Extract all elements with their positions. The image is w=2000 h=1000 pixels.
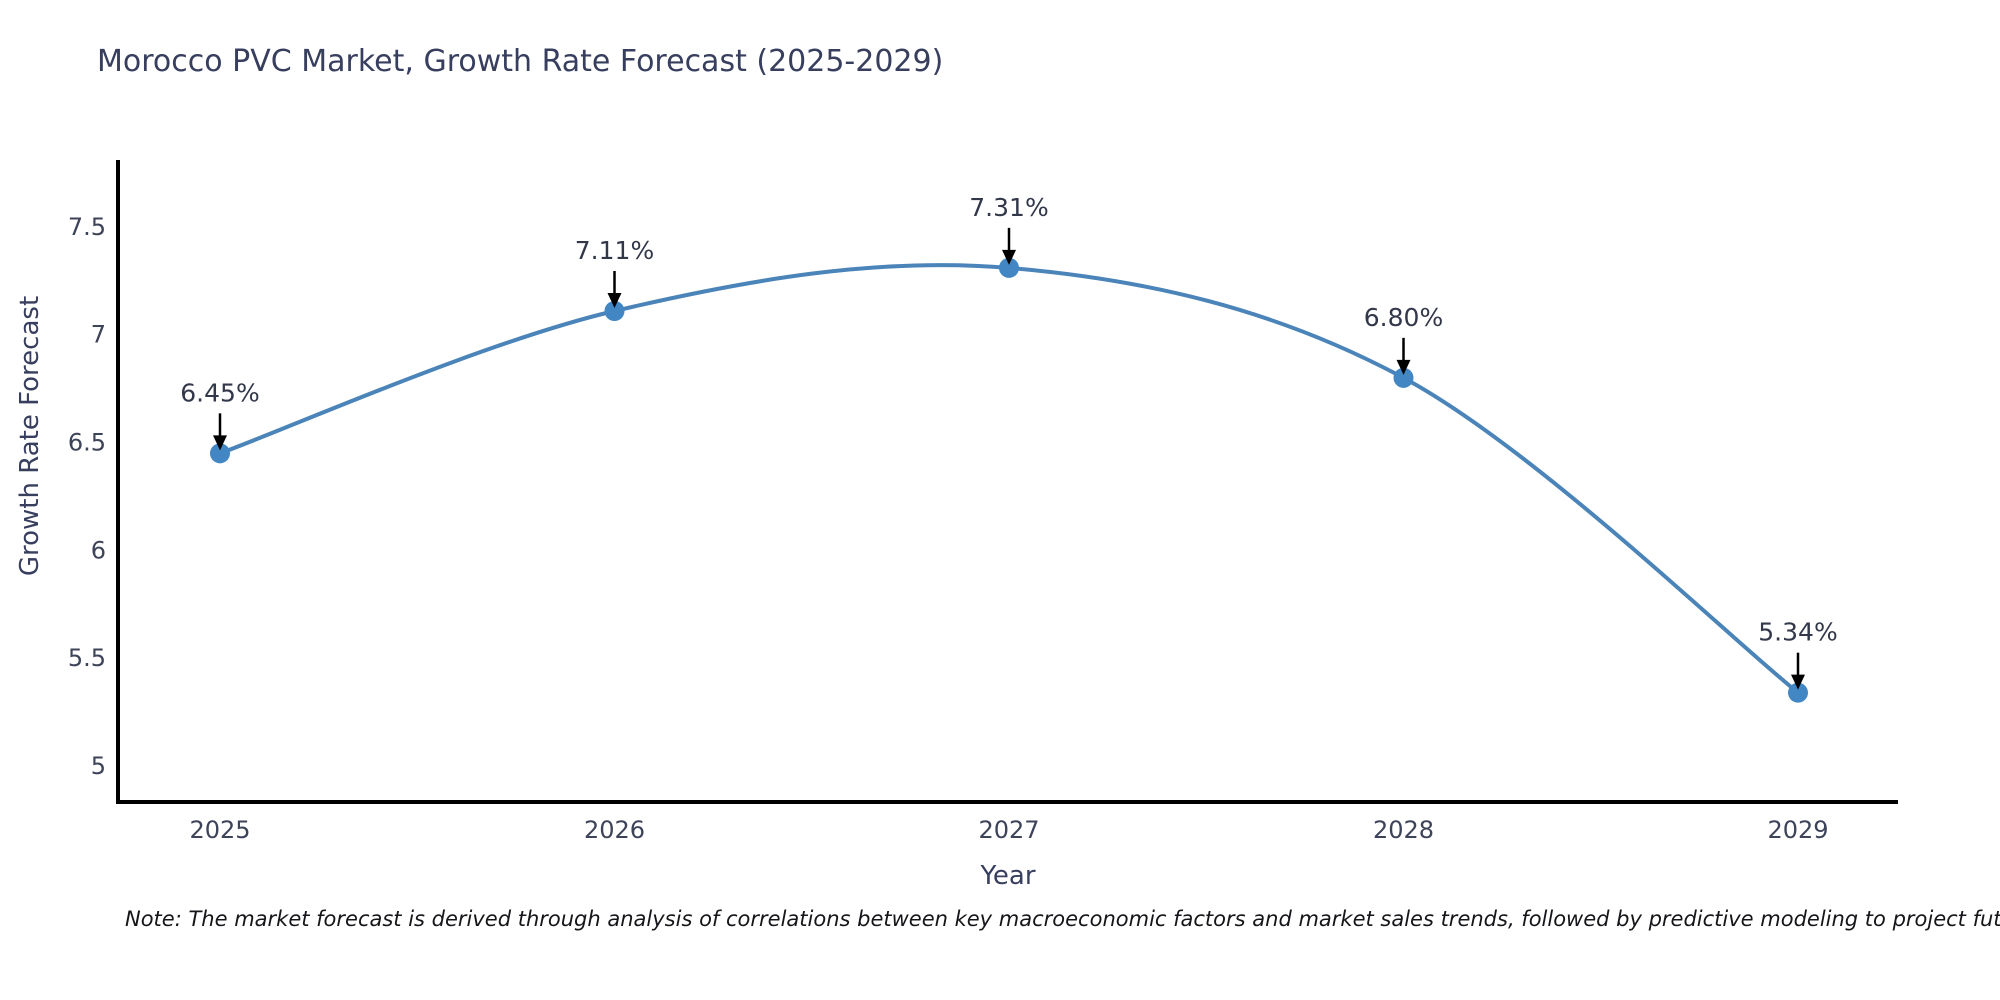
point-label: 5.34% [1758,618,1837,647]
y-tick-label: 7 [91,321,106,349]
footnote: Note: The market forecast is derived thr… [125,907,2000,931]
x-tick-label: 2025 [189,816,250,844]
y-axis-title: Growth Rate Forecast [15,295,45,577]
annotation-arrowhead-icon [213,435,227,451]
data-point-2025 [210,443,230,464]
point-label: 6.80% [1364,303,1443,332]
data-point-2027 [999,257,1019,278]
data-point-2029 [1788,682,1808,703]
forecast-line [218,263,1800,695]
annotation-arrowhead-icon [607,292,622,308]
point-label: 6.45% [180,378,259,407]
data-point-2026 [604,300,625,321]
y-tick-label: 6.5 [68,429,106,457]
x-tick-label: 2028 [1373,816,1434,844]
x-axis-title: Year [980,861,1036,891]
chart-title: Morocco PVC Market, Growth Rate Forecast… [97,44,944,79]
point-label: 7.11% [575,236,654,265]
annotation-arrowhead-icon [1791,674,1805,690]
y-tick-label: 6 [91,536,106,564]
x-tick-label: 2027 [978,816,1039,844]
point-label: 7.31% [969,193,1048,222]
y-tick-label: 5 [91,752,106,780]
y-tick-label: 5.5 [68,644,106,672]
annotation-arrowhead-icon [1396,359,1411,375]
annotation-arrowhead-icon [1002,249,1016,265]
x-tick-label: 2029 [1767,816,1828,844]
data-point-2028 [1393,367,1414,388]
x-tick-label: 2026 [584,816,645,844]
y-tick-label: 7.5 [68,213,106,241]
